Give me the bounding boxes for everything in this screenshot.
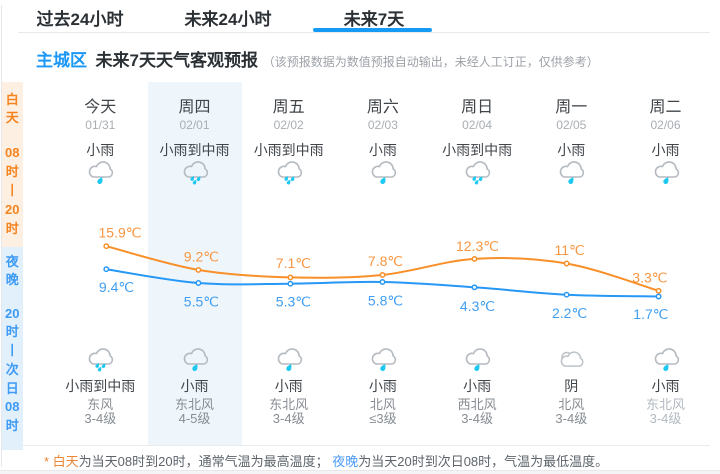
svg-text:15.9℃: 15.9℃	[99, 225, 142, 241]
svg-text:7.1℃: 7.1℃	[276, 255, 311, 271]
svg-text:12.3℃: 12.3℃	[456, 238, 499, 254]
svg-text:4.3℃: 4.3℃	[460, 298, 495, 314]
svg-text:9.2℃: 9.2℃	[184, 248, 219, 264]
svg-text:1.7℃: 1.7℃	[633, 306, 668, 322]
svg-text:9.4℃: 9.4℃	[99, 279, 134, 295]
svg-text:3.3℃: 3.3℃	[632, 269, 667, 285]
svg-text:5.3℃: 5.3℃	[276, 294, 311, 310]
svg-text:5.5℃: 5.5℃	[184, 294, 219, 310]
svg-text:11℃: 11℃	[554, 242, 584, 258]
svg-text:2.2℃: 2.2℃	[552, 305, 587, 321]
svg-text:7.8℃: 7.8℃	[368, 253, 403, 269]
svg-text:5.8℃: 5.8℃	[368, 292, 403, 308]
